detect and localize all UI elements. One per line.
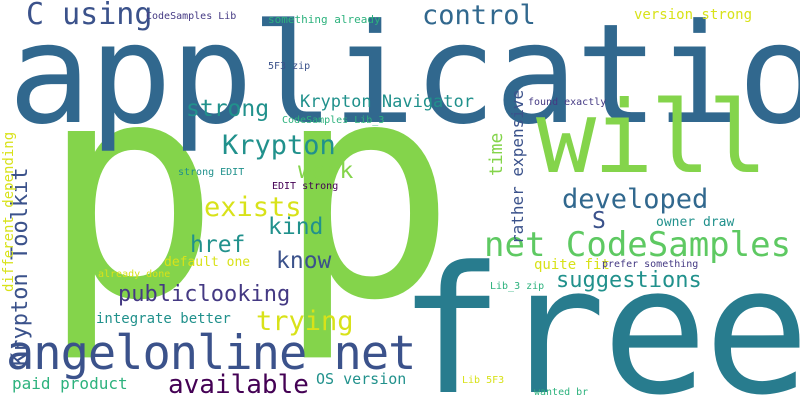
word-found-exactly: found exactly xyxy=(528,97,607,108)
word-paid-product: paid product xyxy=(12,374,128,393)
word-krypton-navigator: Krypton Navigator xyxy=(300,92,474,112)
word-something-already: something already xyxy=(268,13,381,26)
word-available: available xyxy=(168,370,309,400)
word-will: will xyxy=(536,79,768,196)
word-codesamples-lib: CodeSamples Lib xyxy=(146,11,237,22)
word-developed: developed xyxy=(562,184,709,215)
word-application: application xyxy=(8,0,800,155)
word-time: time xyxy=(486,132,507,176)
word-kind: kind xyxy=(268,214,324,240)
word-rather-expensive: rather expensive xyxy=(508,89,527,244)
word-href: href xyxy=(190,232,246,258)
word-5f3-zip: 5F3 zip xyxy=(268,61,311,72)
word-p-left: p xyxy=(40,17,221,366)
word-s: S xyxy=(592,208,606,234)
word-version-strong: version strong xyxy=(634,7,753,23)
word-p-right: p xyxy=(276,17,457,366)
word-c-using: C using xyxy=(26,0,153,32)
word-net-codesamples: net CodeSamples xyxy=(484,225,792,265)
word-integrate-better: integrate better xyxy=(96,311,231,327)
word-os-version: OS version xyxy=(316,370,407,388)
word-exists: exists xyxy=(204,192,302,223)
word-quite-fit: quite fit xyxy=(534,257,610,273)
word-krypton: Krypton xyxy=(222,130,336,161)
word-already-done: already done xyxy=(98,269,171,280)
word-control: control xyxy=(422,0,536,31)
word-know: know xyxy=(276,248,332,274)
word-default-one: default one xyxy=(164,255,251,270)
word-trying: trying xyxy=(256,306,354,337)
word-work: work xyxy=(298,158,354,184)
word-strong-edit: strong EDIT xyxy=(178,167,245,178)
word-owner-draw: owner draw xyxy=(656,215,735,230)
word-edit-strong: EDIT strong xyxy=(272,181,339,192)
word-free: free xyxy=(398,229,800,400)
word-suggestions: suggestions xyxy=(556,268,702,293)
word-lib-3-zip: Lib_3 zip xyxy=(490,281,545,292)
word-different-depending: different depending xyxy=(1,131,17,292)
word-lib-5f3: Lib 5F3 xyxy=(462,375,505,386)
word-codesamples-lib-3: CodeSamples Lib_3 xyxy=(282,115,385,126)
word-wanted-br: wanted br xyxy=(534,387,589,398)
word-prefer-something: prefer something xyxy=(602,259,699,270)
word-publiclooking: publiclooking xyxy=(118,282,291,307)
word-strong: strong xyxy=(186,96,270,122)
word-angelonline-net: angelonline net xyxy=(6,326,416,381)
